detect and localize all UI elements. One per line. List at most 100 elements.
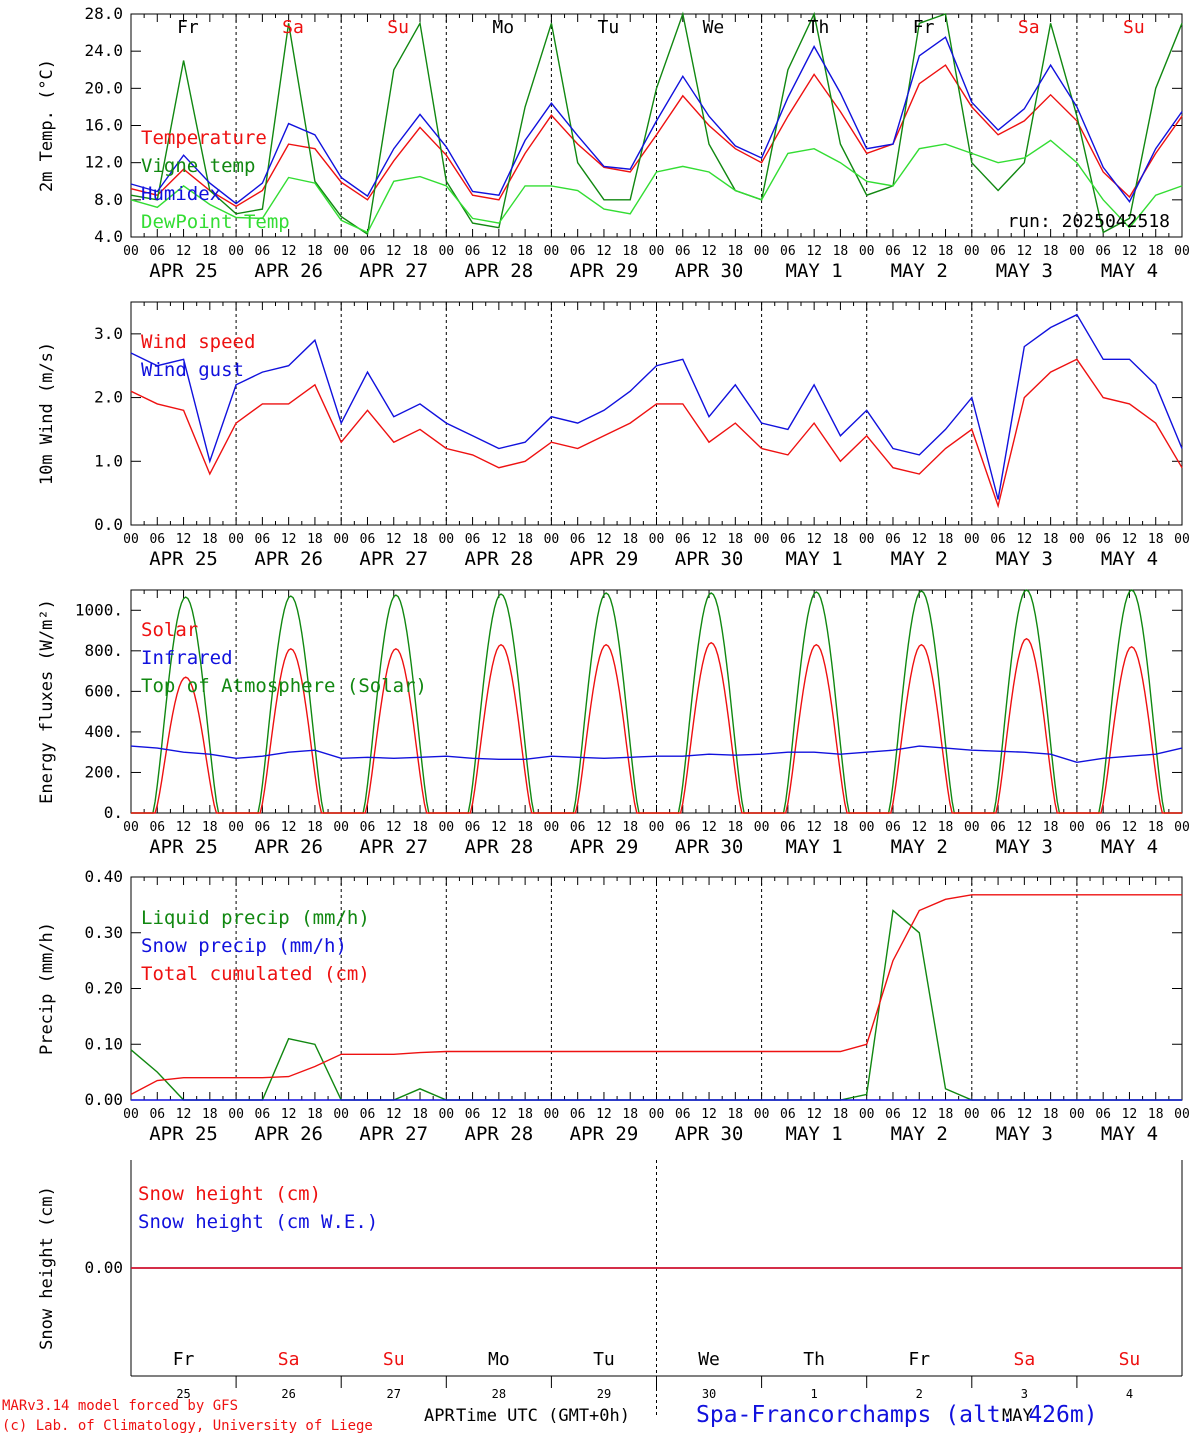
date-label-2-3: APR 28 xyxy=(465,836,534,858)
series-line-3-2 xyxy=(130,894,1182,1096)
date-label-2-8: MAY 3 xyxy=(996,836,1053,858)
hour-label-2-24: 00 xyxy=(228,820,244,835)
day-name-0-8: Sa xyxy=(1018,17,1040,38)
hour-label-2-114: 18 xyxy=(622,820,638,835)
date-label-0-1: APR 26 xyxy=(254,260,323,282)
legend-2-1: Infrared xyxy=(141,647,233,669)
ytick-label-4-0.00: 0.00 xyxy=(84,1258,123,1277)
hour-label-0-222: 06 xyxy=(1095,244,1111,259)
hour-label-0-18: 18 xyxy=(202,244,218,259)
series-line-0-0 xyxy=(130,64,1183,208)
hour-label-1-186: 18 xyxy=(938,532,954,547)
legend-3-2: Total cumulated (cm) xyxy=(141,963,370,985)
hour-label-2-30: 06 xyxy=(255,820,271,835)
hour-label-0-48: 00 xyxy=(333,244,349,259)
hour-label-3-42: 18 xyxy=(307,1107,323,1122)
hour-label-2-108: 12 xyxy=(596,820,612,835)
hour-label-3-54: 06 xyxy=(360,1107,376,1122)
hour-label-3-144: 00 xyxy=(754,1107,770,1122)
date-label-1-6: MAY 1 xyxy=(786,548,843,570)
y-axis-label-4: Snow height (cm) xyxy=(37,1186,57,1350)
hour-label-0-198: 06 xyxy=(990,244,1006,259)
date-label-0-6: MAY 1 xyxy=(786,260,843,282)
footer-month-right: MAY xyxy=(1002,1406,1033,1426)
hour-label-0-66: 18 xyxy=(412,244,428,259)
hour-label-2-228: 12 xyxy=(1122,820,1138,835)
hour-label-3-36: 12 xyxy=(281,1107,297,1122)
date-label-1-8: MAY 3 xyxy=(996,548,1053,570)
hour-label-3-210: 18 xyxy=(1043,1107,1059,1122)
hour-label-1-210: 18 xyxy=(1043,532,1059,547)
date-label-1-1: APR 26 xyxy=(254,548,323,570)
hour-label-3-222: 06 xyxy=(1095,1107,1111,1122)
hour-label-0-6: 06 xyxy=(149,244,165,259)
hour-label-2-168: 00 xyxy=(859,820,875,835)
date-label-3-8: MAY 3 xyxy=(996,1123,1053,1145)
hour-label-0-210: 18 xyxy=(1043,244,1059,259)
hour-label-2-198: 06 xyxy=(990,820,1006,835)
hour-label-1-216: 00 xyxy=(1069,532,1085,547)
legend-0-3: DewPoint Temp xyxy=(141,211,290,233)
day-name-0-1: Sa xyxy=(282,17,304,38)
hour-label-3-228: 12 xyxy=(1122,1107,1138,1122)
date-label-1-7: MAY 2 xyxy=(891,548,948,570)
day-name-4-9: Su xyxy=(1119,1349,1141,1370)
ytick-label-1-3.0: 3.0 xyxy=(94,324,123,343)
hour-label-3-180: 12 xyxy=(911,1107,927,1122)
ytick-label-1-0.0: 0.0 xyxy=(94,515,123,534)
day-name-0-0: Fr xyxy=(177,17,199,38)
series-line-1-0 xyxy=(130,358,1183,509)
hour-label-2-120: 00 xyxy=(649,820,665,835)
hour-label-2-96: 00 xyxy=(544,820,560,835)
hour-label-1-108: 12 xyxy=(596,532,612,547)
ytick-label-3-0.40: 0.40 xyxy=(84,867,123,886)
hour-label-3-90: 18 xyxy=(517,1107,533,1122)
hour-label-1-78: 06 xyxy=(465,532,481,547)
hour-label-3-204: 12 xyxy=(1017,1107,1033,1122)
date-label-3-9: MAY 4 xyxy=(1101,1123,1158,1145)
panel-frame-1 xyxy=(130,301,1183,526)
day-name-4-0: Fr xyxy=(173,1349,195,1370)
hour-label-2-36: 12 xyxy=(281,820,297,835)
y-axis-label-2: Energy fluxes (W/m²) xyxy=(37,599,57,804)
hour-label-2-192: 00 xyxy=(964,820,980,835)
day-number-4-3: 28 xyxy=(492,1387,506,1401)
ytick-label-1-2.0: 2.0 xyxy=(94,388,123,407)
hour-label-0-30: 06 xyxy=(255,244,271,259)
legend-0-0: Temperature xyxy=(141,127,267,149)
hour-label-2-138: 18 xyxy=(727,820,743,835)
day-number-4-0: 25 xyxy=(176,1387,190,1401)
hour-label-1-240: 00 xyxy=(1174,532,1190,547)
date-label-0-4: APR 29 xyxy=(570,260,639,282)
hour-label-3-186: 18 xyxy=(938,1107,954,1122)
date-label-0-5: APR 30 xyxy=(675,260,744,282)
hour-label-0-120: 00 xyxy=(649,244,665,259)
hour-label-3-192: 00 xyxy=(964,1107,980,1122)
date-label-2-9: MAY 4 xyxy=(1101,836,1158,858)
date-label-3-6: MAY 1 xyxy=(786,1123,843,1145)
hour-label-1-192: 00 xyxy=(964,532,980,547)
date-label-2-0: APR 25 xyxy=(149,836,218,858)
footer-station: Spa-Francorchamps (alt. 426m) xyxy=(696,1402,1098,1428)
day-name-4-4: Tu xyxy=(593,1349,615,1370)
day-name-0-7: Fr xyxy=(913,17,935,38)
series-line-2-toa xyxy=(131,589,1182,814)
date-label-2-1: APR 26 xyxy=(254,836,323,858)
hour-label-1-102: 06 xyxy=(570,532,586,547)
day-name-4-6: Th xyxy=(803,1349,825,1370)
hour-label-3-216: 00 xyxy=(1069,1107,1085,1122)
hour-label-2-132: 12 xyxy=(701,820,717,835)
hour-label-0-108: 12 xyxy=(596,244,612,259)
hour-label-0-84: 12 xyxy=(491,244,507,259)
hour-label-2-204: 12 xyxy=(1017,820,1033,835)
day-number-4-5: 30 xyxy=(702,1387,716,1401)
ytick-label-2-1000.: 1000. xyxy=(75,600,123,619)
ytick-label-3-0.20: 0.20 xyxy=(84,979,123,998)
hour-label-0-234: 18 xyxy=(1148,244,1164,259)
hour-label-1-60: 12 xyxy=(386,532,402,547)
hour-label-0-240: 00 xyxy=(1174,244,1190,259)
ytick-label-2-600.: 600. xyxy=(84,681,123,700)
hour-label-1-234: 18 xyxy=(1148,532,1164,547)
ytick-label-0-16.0: 16.0 xyxy=(84,116,123,135)
hour-label-0-102: 06 xyxy=(570,244,586,259)
